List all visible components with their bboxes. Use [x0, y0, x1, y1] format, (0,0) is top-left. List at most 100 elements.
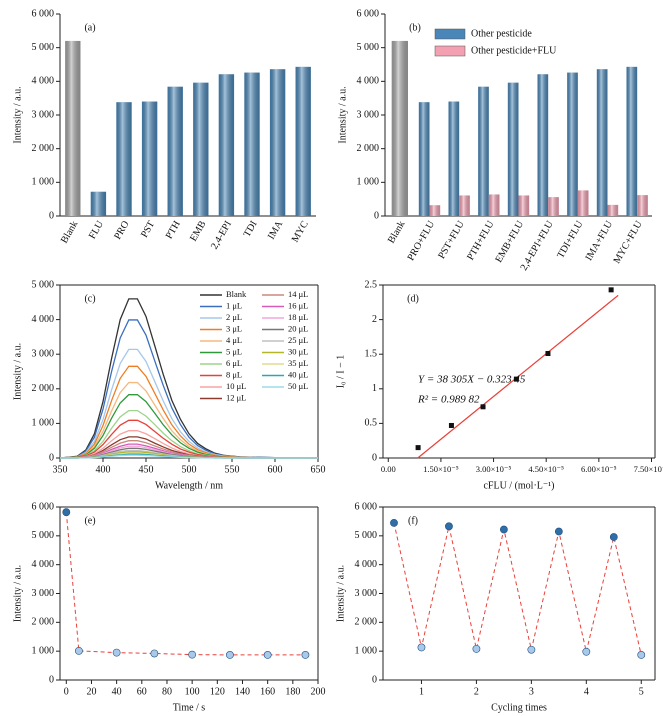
legend-label: 1 μL [226, 300, 242, 310]
x-tick-label: 450 [139, 464, 154, 475]
marker [263, 651, 272, 659]
bar-highlight [448, 101, 460, 216]
legend-label: 30 μL [288, 346, 308, 356]
marker [417, 643, 426, 652]
bar-highlight [244, 72, 260, 216]
marker [472, 644, 481, 653]
marker [301, 651, 310, 659]
x-tick-label: 2 [474, 686, 479, 697]
dashed-line [65, 512, 306, 656]
legend-label: 8 μL [226, 369, 242, 379]
y-tick-label: 2 000 [32, 383, 55, 394]
legend-label: Other pesticide [471, 28, 532, 39]
point [448, 422, 454, 428]
marker [582, 647, 591, 656]
x-tick-label: 650 [311, 464, 326, 475]
bar-highlight [218, 74, 235, 216]
y-tick-label: 6 000 [32, 501, 55, 512]
x-tick-label: PST+FLU [436, 218, 467, 260]
y-tick-label: 5 000 [32, 530, 55, 541]
x-tick-label: 3.00×10⁻⁵ [476, 464, 512, 474]
bar-highlight [295, 66, 311, 217]
bar-highlight [167, 86, 183, 216]
point [608, 287, 614, 293]
x-tick-label: EMB+FLU [493, 218, 526, 264]
y-tick-label: 2 000 [32, 617, 55, 628]
bar-highlight [193, 82, 209, 217]
x-tick-label: 4.50×10⁻⁵ [528, 464, 564, 474]
bar-highlight [418, 102, 430, 216]
y-tick-label: 4 000 [355, 559, 378, 570]
legend-label: Blank [226, 289, 247, 299]
y-tick-label: 0 [372, 452, 377, 463]
x-tick-label: 1 [419, 686, 424, 697]
x-tick-label: PST [139, 219, 157, 239]
spectrum-line [59, 365, 318, 459]
bar-highlight [478, 86, 489, 216]
x-tick-label: Blank [386, 219, 407, 245]
panel-label: (b) [409, 22, 421, 33]
y-tick-label: 4 000 [32, 314, 55, 325]
marker [527, 645, 536, 654]
legend-label: 25 μL [288, 335, 308, 345]
x-tick-label: 4 [584, 686, 589, 697]
bar-highlight [518, 195, 530, 216]
y-tick-label: 0 [49, 210, 54, 221]
x-axis-label: Wavelength / nm [155, 480, 223, 491]
y-tick-label: 1 000 [357, 177, 380, 188]
marker [112, 648, 121, 657]
x-tick-label: 3 [529, 686, 534, 697]
bar-highlight [548, 197, 559, 216]
x-tick-label: 60 [137, 686, 147, 697]
point [513, 376, 519, 382]
point [545, 351, 551, 357]
legend-label: 5 μL [226, 346, 242, 356]
x-tick-label: MYC+FLU [612, 218, 646, 265]
x-tick-label: 20 [86, 686, 96, 697]
bar-highlight [488, 194, 500, 216]
marker [390, 518, 398, 527]
legend-label: 16 μL [288, 300, 308, 310]
panel-label: (c) [84, 293, 95, 304]
x-tick-label: PRO+FLU [406, 218, 438, 262]
x-tick-label: 400 [96, 464, 111, 475]
legend-label: 10 μL [226, 381, 246, 391]
x-tick-label: 80 [162, 686, 172, 697]
y-axis-label: Intensity / a.u. [337, 86, 348, 143]
bar-highlight [537, 74, 549, 216]
x-tick-label: 100 [185, 686, 200, 697]
x-tick-label: FLU [87, 218, 106, 241]
y-tick-label: 3 000 [32, 109, 55, 120]
y-tick-label: 1 000 [32, 645, 55, 656]
legend-label: 50 μL [288, 381, 308, 391]
y-tick-label: 5 000 [357, 42, 380, 53]
y-tick-label: 0 [374, 210, 379, 221]
bar-highlight [116, 102, 132, 216]
y-axis-label: Intensity / a.u. [335, 565, 346, 622]
y-tick-label: 2 000 [357, 143, 380, 154]
legend-label: 3 μL [226, 323, 242, 333]
bar-highlight [459, 195, 470, 216]
legend-label: 12 μL [226, 392, 246, 402]
y-tick-label: 2 [372, 314, 377, 325]
y-tick-label: 1.5 [365, 348, 378, 359]
y-tick-label: 4 000 [32, 559, 55, 570]
bar-highlight [577, 190, 589, 216]
bar-highlight [90, 191, 107, 216]
x-tick-label: 5 [639, 686, 644, 697]
y-tick-label: 3 000 [32, 588, 55, 599]
panel-label: (e) [84, 515, 95, 526]
y-tick-label: 3 000 [355, 588, 378, 599]
y-tick-label: 1 000 [32, 177, 55, 188]
x-axis-label: cFLU / (mol·L⁻¹) [483, 480, 554, 491]
y-tick-label: 5 000 [355, 530, 378, 541]
y-tick-label: 0 [49, 452, 54, 463]
marker [62, 508, 71, 517]
x-tick-label: TDI+FLU [555, 218, 586, 260]
x-tick-label: 1.50×10⁻⁵ [423, 464, 459, 474]
legend-label: 4 μL [226, 335, 242, 345]
x-tick-label: PRO [112, 219, 131, 241]
bar-highlight [596, 69, 608, 216]
marker [226, 651, 234, 659]
